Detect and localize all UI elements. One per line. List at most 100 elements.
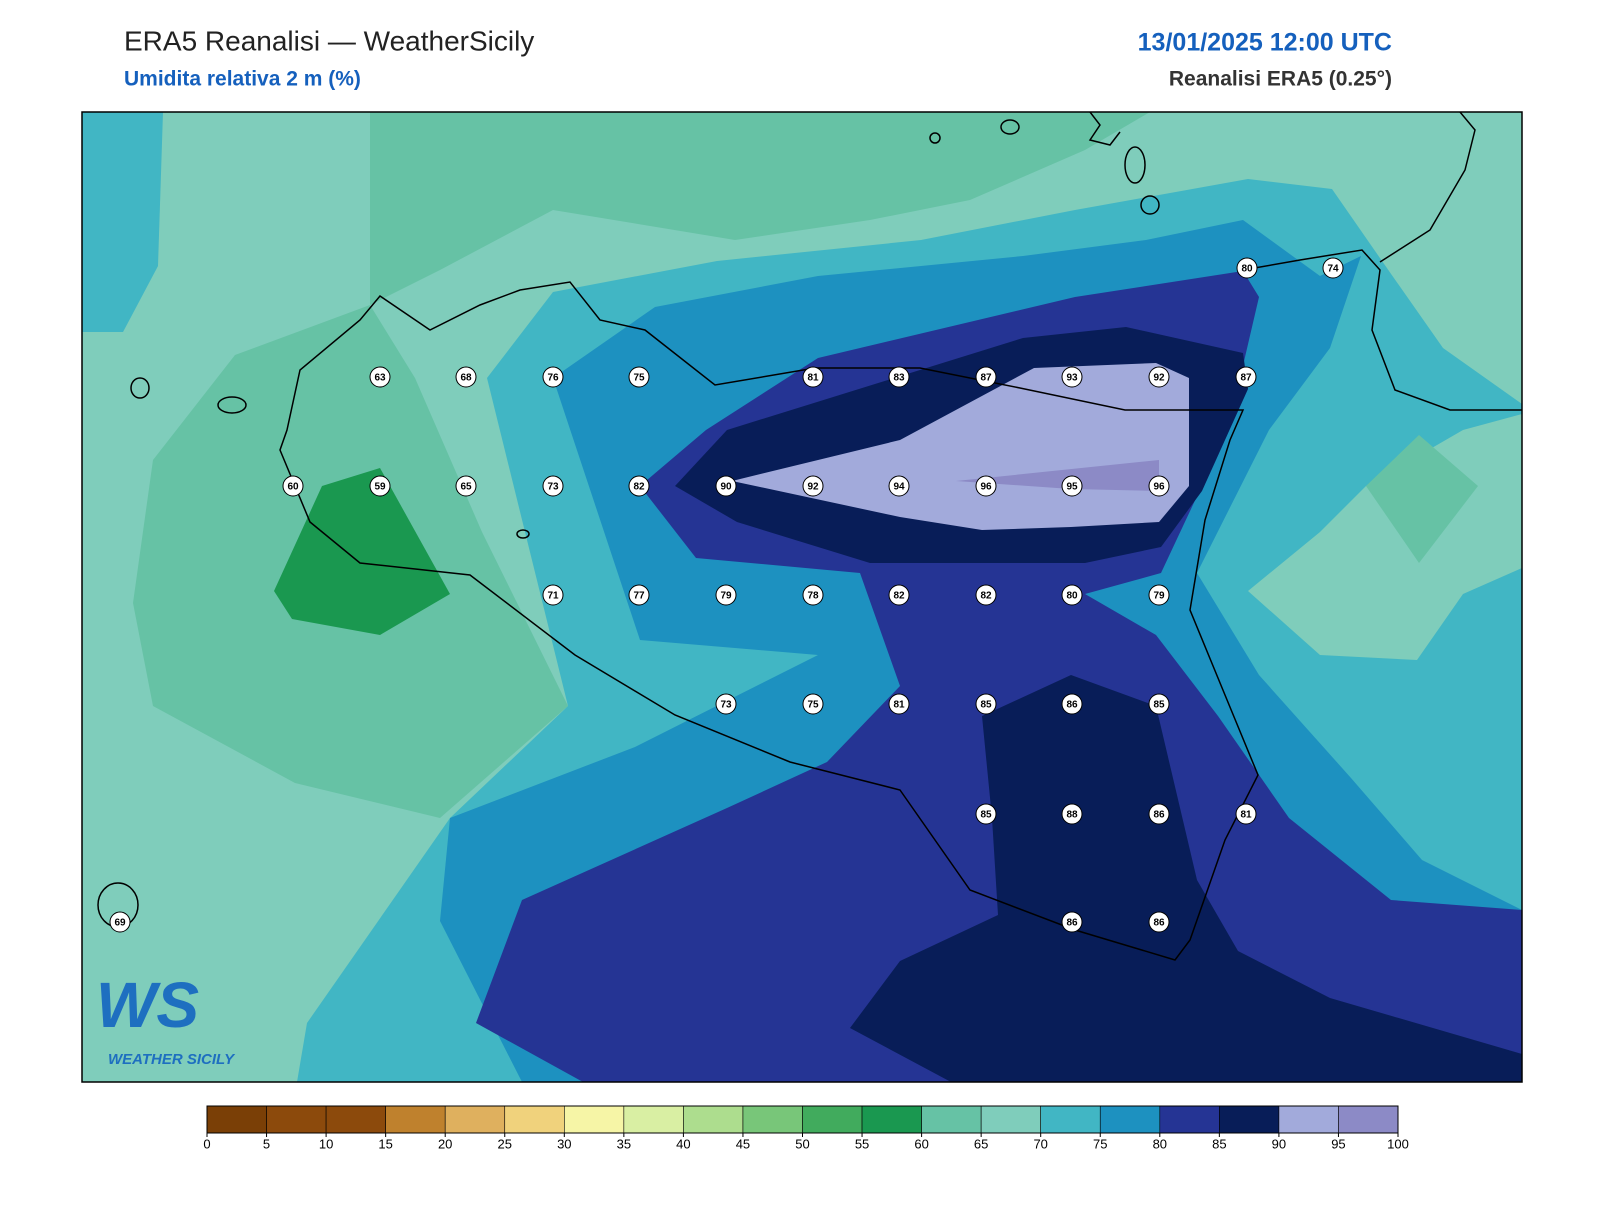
- station-marker: [888, 584, 910, 606]
- station-marker: [802, 584, 824, 606]
- island: [1000, 119, 1020, 135]
- station-value: 86: [1066, 700, 1078, 711]
- station-value: 73: [547, 482, 559, 493]
- station-marker: [888, 366, 910, 388]
- colorbar-tick-label: 35: [617, 1136, 631, 1151]
- station-marker: [282, 475, 304, 497]
- station-value: 82: [980, 591, 992, 602]
- station-marker: [1148, 803, 1170, 825]
- station-marker: [455, 366, 477, 388]
- calabria-coast: [1379, 112, 1476, 263]
- colorbar-segment: [444, 1105, 506, 1134]
- station-value: 90: [720, 482, 732, 493]
- station-value: 85: [1153, 700, 1165, 711]
- station-marker: [369, 366, 391, 388]
- station-labels: 80 74 63 68 76 75 81 83 87 93 92 87 60 59 65 73 82 90 92 94…: [109, 257, 1344, 933]
- station-marker: [1061, 911, 1083, 933]
- subtitle: Umidita relativa 2 m (%): [124, 68, 361, 91]
- station-value: 75: [807, 700, 819, 711]
- map-frame: [81, 111, 1523, 1083]
- station-marker: [109, 911, 131, 933]
- station-value: 80: [1241, 264, 1253, 275]
- station-marker: [802, 366, 824, 388]
- station-marker: [1061, 475, 1083, 497]
- station-marker: [1148, 475, 1170, 497]
- station-value: 81: [1240, 810, 1252, 821]
- station-marker: [542, 366, 564, 388]
- colorbar-segment: [861, 1105, 922, 1134]
- station-marker: [455, 475, 477, 497]
- station-value: 85: [980, 700, 992, 711]
- colorbar-segment: [385, 1105, 446, 1134]
- station-marker: [888, 475, 910, 497]
- colorbar-segment: [683, 1105, 744, 1134]
- datetime: 13/01/2025 12:00 UTC: [1138, 29, 1392, 57]
- station-marker: [1148, 584, 1170, 606]
- station-value: 77: [633, 591, 645, 602]
- station-marker: [975, 584, 997, 606]
- contour-60: [160, 112, 1150, 305]
- colorbar-tick-label: 75: [1093, 1136, 1107, 1151]
- colorbar-segment: [1278, 1105, 1339, 1134]
- colorbar-segment: [1159, 1105, 1220, 1134]
- station-marker: [1061, 693, 1083, 715]
- station-value: 79: [1153, 591, 1165, 602]
- station-value: 92: [807, 482, 819, 493]
- station-marker: [802, 693, 824, 715]
- island: [217, 396, 247, 414]
- contour-95: [956, 460, 1159, 491]
- station-value: 82: [633, 482, 645, 493]
- station-marker: [542, 584, 564, 606]
- logo-text: WEATHER SICILY: [108, 1051, 236, 1068]
- station-value: 94: [893, 482, 905, 493]
- contour-70: [82, 112, 163, 332]
- colorbar-segment: [325, 1105, 386, 1134]
- station-value: 68: [460, 373, 472, 384]
- colorbar-tick-label: 15: [378, 1136, 392, 1151]
- island: [130, 377, 150, 399]
- station-value: 69: [114, 918, 126, 929]
- station-value: 93: [1066, 373, 1078, 384]
- colorbar-tick-label: 20: [438, 1136, 452, 1151]
- colorbar-tick-label: 95: [1331, 1136, 1345, 1151]
- colorbar-tick-label: 45: [736, 1136, 750, 1151]
- station-value: 86: [1153, 918, 1165, 929]
- colorbar-tick-label: 5: [263, 1136, 270, 1151]
- station-marker: [715, 475, 737, 497]
- station-marker: [542, 475, 564, 497]
- colorbar-tick-label: 85: [1212, 1136, 1226, 1151]
- station-value: 82: [893, 591, 905, 602]
- colorbar-tick-label: 25: [498, 1136, 512, 1151]
- station-marker: [628, 475, 650, 497]
- contour-field: WS WEATHER SICILY: [82, 112, 1522, 1082]
- station-value: 71: [547, 591, 559, 602]
- station-marker: [1148, 911, 1170, 933]
- contour-55: [274, 468, 450, 635]
- colorbar-segment: [206, 1105, 267, 1134]
- station-marker: [1061, 584, 1083, 606]
- colorbar-tick-label: 65: [974, 1136, 988, 1151]
- station-marker: [1148, 693, 1170, 715]
- colorbar-tick-label: 40: [676, 1136, 690, 1151]
- station-value: 78: [807, 591, 819, 602]
- contour-85: [850, 675, 1522, 1082]
- colorbar-segment: [266, 1105, 327, 1134]
- station-value: 83: [893, 373, 905, 384]
- colorbar-tick-label: 90: [1272, 1136, 1286, 1151]
- title: ERA5 Reanalisi — WeatherSicily: [124, 25, 534, 56]
- station-marker: [628, 584, 650, 606]
- colorbar-segment: [1219, 1105, 1280, 1134]
- colorbar-segment: [1099, 1105, 1161, 1134]
- station-value: 86: [1153, 810, 1165, 821]
- station-marker: [975, 693, 997, 715]
- station-value: 81: [807, 373, 819, 384]
- station-marker: [715, 693, 737, 715]
- colorbar-tick-label: 80: [1153, 1136, 1167, 1151]
- island: [929, 132, 941, 144]
- station-value: 85: [980, 810, 992, 821]
- station-value: 86: [1066, 918, 1078, 929]
- station-marker: [1236, 257, 1258, 279]
- colorbar-segment: [921, 1105, 982, 1134]
